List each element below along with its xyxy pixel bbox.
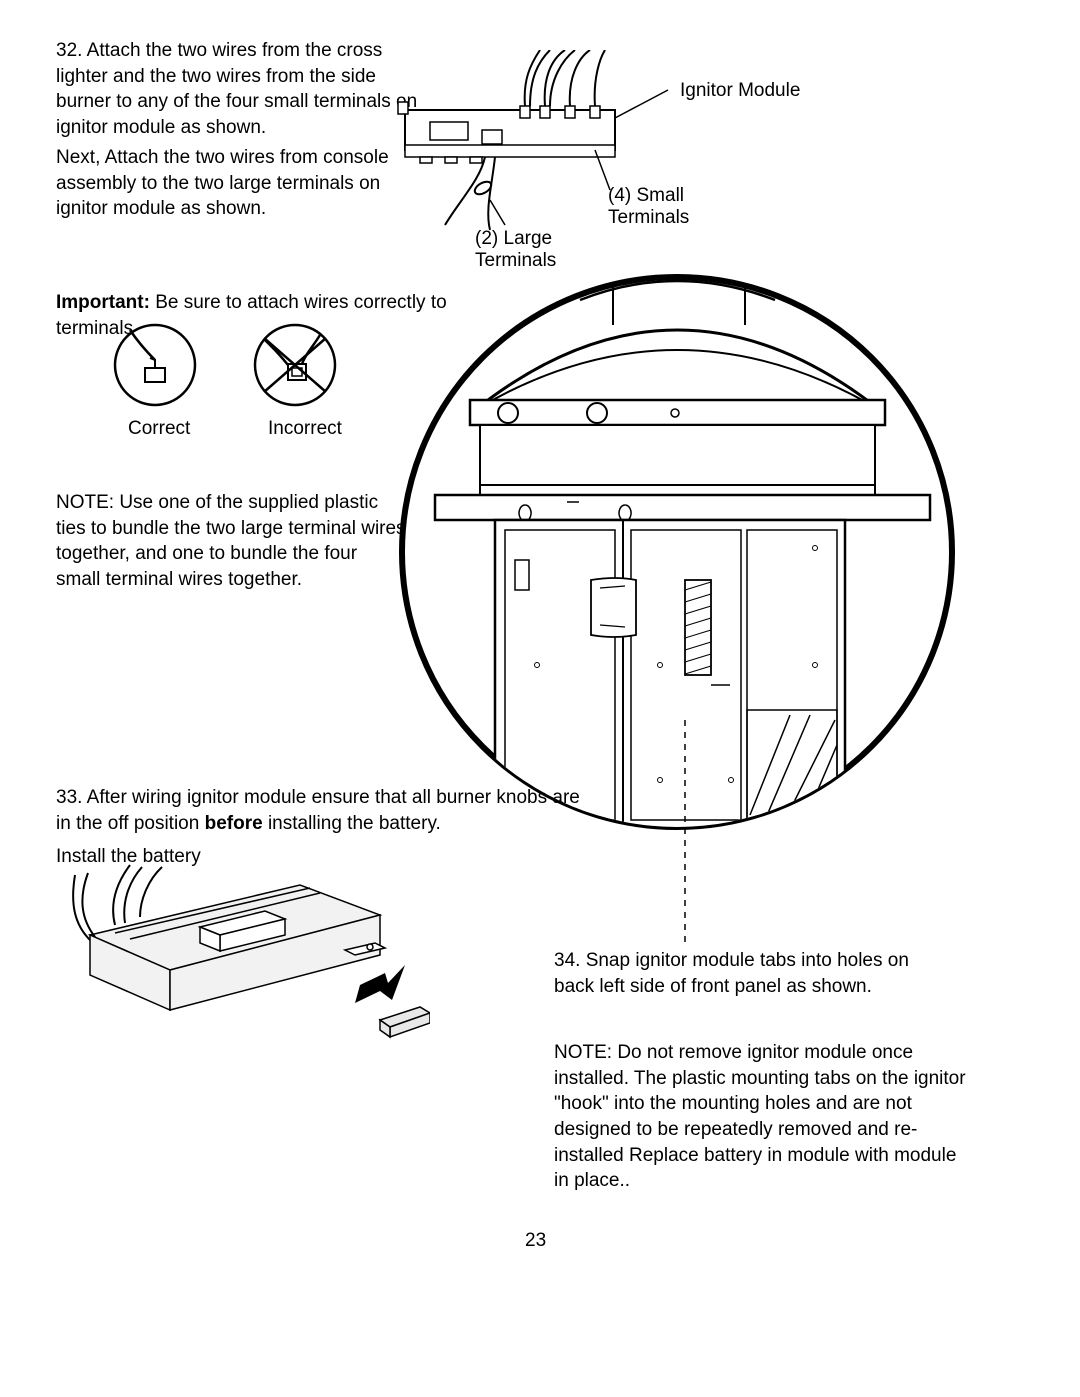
manual-page: 32. Attach the two wires from the cross … — [0, 0, 1080, 1397]
label-small-terminals: (4) Small Terminals — [608, 185, 728, 229]
lead-line-dashed — [680, 720, 690, 950]
important-bold: Important: — [56, 292, 150, 313]
label-incorrect: Incorrect — [268, 418, 342, 440]
step32-para2: Next, Attach the two wires from console … — [56, 145, 436, 222]
step33-bold: before — [205, 813, 263, 834]
battery-install-diagram — [70, 855, 430, 1055]
step32-para1: 32. Attach the two wires from the cross … — [56, 38, 436, 141]
note-bundle-wires: NOTE: Use one of the supplied plastic ti… — [56, 490, 406, 593]
step33-line2: installing the battery. — [263, 813, 441, 834]
page-number: 23 — [525, 1230, 546, 1252]
step34-text: 34. Snap ignitor module tabs into holes … — [554, 948, 954, 999]
label-large-terminals: (2) Large Terminals — [475, 228, 595, 272]
label-correct: Correct — [128, 418, 190, 440]
grill-assembly-diagram — [395, 270, 960, 835]
step33-text: 33. After wiring ignitor module ensure t… — [56, 785, 596, 836]
incorrect-terminal-icon — [250, 320, 340, 410]
correct-terminal-icon — [110, 320, 200, 410]
step34-note: NOTE: Do not remove ignitor module once … — [554, 1040, 974, 1194]
label-ignitor-module: Ignitor Module — [680, 80, 830, 102]
